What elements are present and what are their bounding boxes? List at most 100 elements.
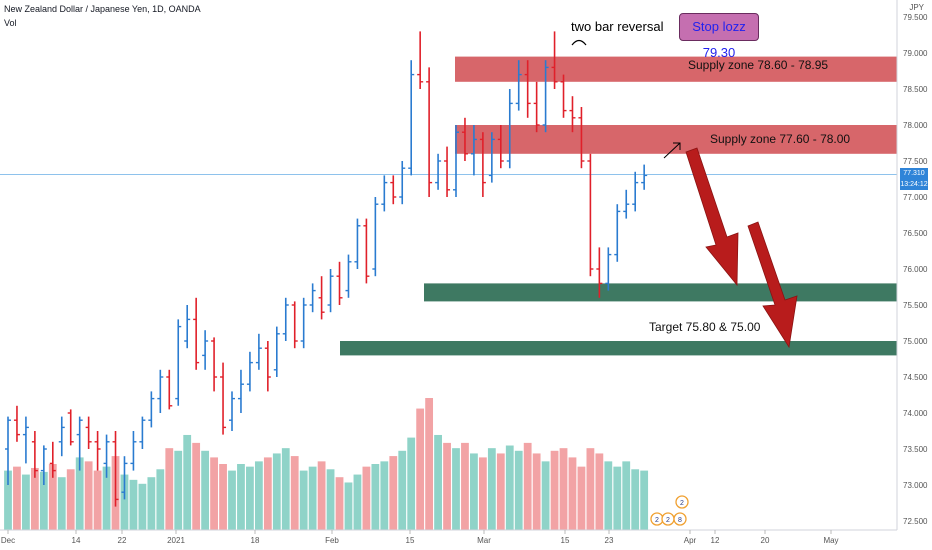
ohlc-bar[interactable]: [166, 369, 173, 410]
ohlc-bar[interactable]: [184, 305, 191, 349]
supply-zone[interactable]: [455, 56, 897, 82]
volume-indicator-label[interactable]: Vol: [4, 18, 17, 28]
ohlc-bar[interactable]: [435, 153, 442, 190]
ohlc-bar[interactable]: [470, 125, 477, 176]
x-tick-label: 20: [761, 536, 770, 545]
target-zone[interactable]: [424, 283, 897, 302]
ohlc-bar[interactable]: [229, 391, 235, 431]
ohlc-bar[interactable]: [85, 416, 92, 449]
ohlc-bar[interactable]: [13, 405, 20, 442]
event-markers[interactable]: 2 2 82: [650, 495, 689, 526]
ohlc-bar[interactable]: [417, 31, 424, 89]
ohlc-bar[interactable]: [291, 301, 298, 349]
volume-bar: [487, 448, 496, 530]
ohlc-bar[interactable]: [112, 431, 119, 507]
volume-bar: [138, 483, 147, 530]
ohlc-bar[interactable]: [58, 416, 65, 457]
target-zone[interactable]: [340, 341, 897, 356]
volume-bar: [201, 450, 210, 530]
volume-bar: [434, 434, 442, 530]
ohlc-bar[interactable]: [220, 362, 227, 435]
ohlc-bar[interactable]: [363, 218, 370, 284]
ohlc-bar[interactable]: [605, 247, 612, 291]
ohlc-bar[interactable]: [202, 330, 209, 370]
ohlc-bar[interactable]: [551, 31, 558, 89]
ohlc-bar[interactable]: [390, 175, 397, 205]
ohlc-bar[interactable]: [354, 218, 361, 269]
ohlc-bar[interactable]: [399, 161, 406, 205]
ohlc-bar[interactable]: [569, 96, 576, 133]
ohlc-bar[interactable]: [130, 431, 137, 471]
ohlc-bar[interactable]: [318, 276, 325, 320]
ohlc-bar[interactable]: [67, 409, 74, 446]
ohlc-bar[interactable]: [309, 283, 316, 313]
ohlc-bar[interactable]: [264, 341, 271, 392]
ohlc-bar[interactable]: [211, 337, 218, 392]
ohlc-bar[interactable]: [479, 132, 486, 197]
ohlc-bar[interactable]: [408, 60, 415, 176]
ohlc-bar[interactable]: [515, 60, 522, 111]
ohlc-bar[interactable]: [282, 297, 289, 341]
ohlc-bar[interactable]: [632, 171, 639, 212]
ohlc-bar[interactable]: [76, 416, 83, 471]
ohlc-bar[interactable]: [175, 319, 182, 406]
stop-loss-callout: Stop lozz 79.30: [679, 13, 759, 60]
ohlc-bar[interactable]: [614, 204, 621, 262]
ohlc-bar[interactable]: [506, 89, 513, 169]
ohlc-bar[interactable]: [641, 164, 648, 190]
volume-bar: [254, 461, 263, 530]
ohlc-bar[interactable]: [273, 326, 280, 377]
ohlc-bar[interactable]: [488, 132, 495, 183]
ohlc-bar[interactable]: [40, 445, 47, 485]
event-marker-icon[interactable]: [675, 495, 689, 509]
volume-bar: [505, 445, 514, 530]
ohlc-bar[interactable]: [497, 125, 504, 169]
supply-zone-lower-label: Supply zone 77.60 - 78.00: [710, 132, 850, 146]
ohlc-bar[interactable]: [49, 441, 56, 478]
volume-bar: [559, 448, 568, 530]
volume-bar: [622, 461, 631, 530]
supply-zone[interactable]: [455, 125, 897, 154]
ohlc-bar[interactable]: [578, 107, 585, 169]
ohlc-bar[interactable]: [157, 369, 164, 413]
ohlc-bar[interactable]: [345, 254, 352, 298]
volume-bar: [362, 466, 371, 530]
ohlc-bar[interactable]: [587, 153, 594, 277]
ohlc-bar[interactable]: [381, 175, 388, 212]
ohlc-bar[interactable]: [542, 60, 549, 133]
ohlc-bar[interactable]: [121, 456, 128, 500]
ohlc-bar[interactable]: [560, 74, 567, 118]
symbol-title[interactable]: New Zealand Dollar / Japanese Yen, 1D, O…: [4, 4, 201, 14]
ohlc-bar[interactable]: [31, 431, 38, 478]
y-axis[interactable]: 72.500 73.000 73.500 74.000 74.500 75.000 75.5…: [896, 0, 928, 530]
ohlc-bar[interactable]: [246, 351, 253, 392]
x-tick-label: 2021: [167, 536, 185, 545]
ohlc-bar[interactable]: [596, 247, 603, 298]
ohlc-bar[interactable]: [327, 269, 334, 313]
ohlc-bar[interactable]: [524, 60, 531, 118]
ohlc-bar[interactable]: [300, 297, 307, 349]
ohlc-bar[interactable]: [336, 261, 343, 305]
ohlc-bar[interactable]: [103, 434, 110, 478]
ohlc-bar[interactable]: [461, 117, 468, 161]
reversal-arc: [571, 39, 587, 46]
ohlc-bar[interactable]: [193, 297, 200, 370]
ohlc-bar[interactable]: [372, 197, 379, 277]
event-marker-icon[interactable]: [673, 512, 687, 526]
ohlc-bar[interactable]: [148, 391, 155, 428]
ohlc-bar[interactable]: [22, 416, 29, 464]
ohlc-bar[interactable]: [623, 189, 630, 219]
currency-label: JPY: [909, 3, 924, 12]
volume-bar: [75, 457, 84, 530]
ohlc-bar[interactable]: [453, 125, 459, 197]
ohlc-bar[interactable]: [94, 431, 101, 471]
ohlc-bar[interactable]: [444, 146, 451, 197]
ohlc-bar[interactable]: [5, 416, 11, 485]
ohlc-bar[interactable]: [533, 81, 540, 133]
ohlc-bar[interactable]: [139, 416, 146, 449]
x-axis[interactable]: Dec 14 22 2021 18 Feb 15 Mar 15 23 Apr 12 20 May: [0, 529, 897, 545]
ohlc-bar[interactable]: [255, 333, 262, 370]
ohlc-bar[interactable]: [426, 67, 433, 197]
ohlc-bar[interactable]: [237, 369, 244, 413]
